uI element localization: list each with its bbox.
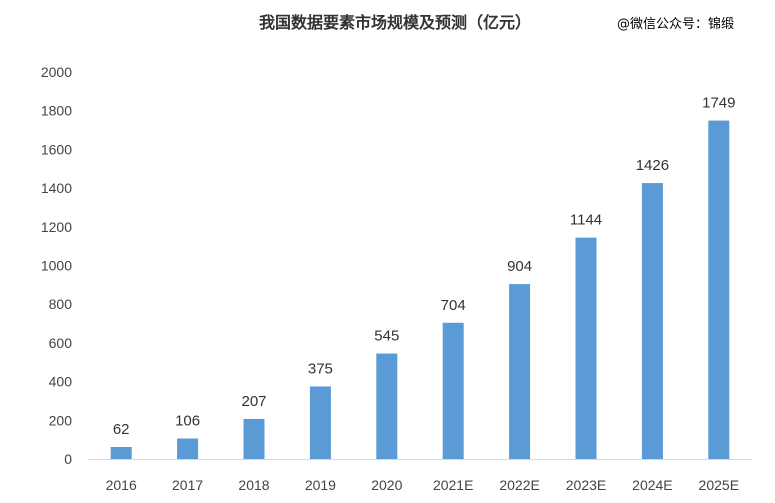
data-label: 1426 — [636, 157, 669, 174]
data-label: 375 — [308, 360, 333, 377]
bar — [442, 322, 464, 459]
bar — [641, 183, 663, 459]
x-tick-label: 2022E — [499, 477, 539, 493]
data-label: 62 — [113, 421, 130, 438]
bar — [708, 120, 730, 460]
y-tick-label: 1400 — [41, 180, 72, 196]
x-tick-label: 2018 — [238, 477, 269, 493]
data-label: 904 — [507, 258, 532, 275]
bar — [509, 284, 531, 459]
y-axis: 0 200 400 600 800 1000 1200 1400 1600 1800 2000 — [41, 64, 72, 467]
y-tick-label: 2000 — [41, 64, 72, 80]
data-labels: 62 106 207 375 545 704 904 1144 1426 1749 — [113, 95, 736, 438]
bar — [243, 418, 265, 459]
x-tick-label: 2017 — [172, 477, 203, 493]
x-axis: 2016 2017 2018 2019 2020 2021E 2022E 2023E 2024E… — [88, 459, 752, 493]
x-tick-label: 2020 — [371, 477, 402, 493]
bar — [575, 237, 597, 459]
data-label: 1749 — [702, 95, 735, 112]
watermark: @微信公众号：锦缎 — [617, 16, 734, 32]
data-label: 1144 — [570, 212, 602, 229]
data-label: 106 — [175, 412, 200, 429]
data-label: 704 — [441, 297, 466, 314]
bars — [110, 120, 730, 460]
y-tick-label: 200 — [49, 412, 73, 428]
y-tick-label: 0 — [64, 451, 72, 467]
y-tick-label: 800 — [49, 296, 73, 312]
y-tick-label: 600 — [49, 335, 73, 351]
bar — [309, 386, 331, 459]
y-tick-label: 1000 — [41, 258, 72, 274]
x-tick-label: 2024E — [632, 477, 672, 493]
bar — [376, 353, 398, 459]
bar — [177, 438, 199, 459]
bar — [110, 447, 132, 459]
x-tick-label: 2025E — [699, 477, 739, 493]
y-tick-label: 400 — [49, 374, 73, 390]
y-tick-label: 1200 — [41, 219, 72, 235]
chart-title: 我国数据要素市场规模及预测（亿元） — [259, 13, 531, 32]
data-label: 207 — [241, 393, 266, 410]
x-tick-label: 2021E — [433, 477, 473, 493]
y-tick-label: 1800 — [41, 103, 72, 119]
x-tick-label: 2019 — [305, 477, 336, 493]
y-tick-label: 1600 — [41, 141, 72, 157]
x-tick-label: 2016 — [106, 477, 137, 493]
x-tick-label: 2023E — [566, 477, 606, 493]
data-label: 545 — [374, 328, 399, 345]
